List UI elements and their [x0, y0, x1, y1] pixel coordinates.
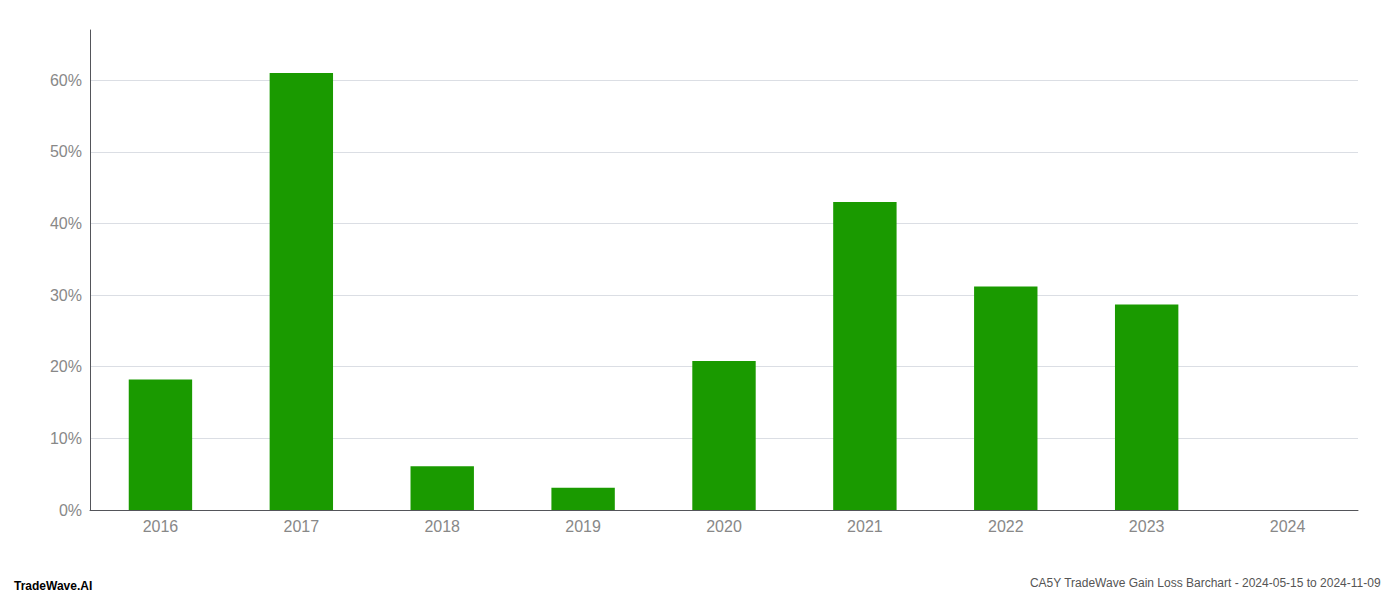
svg-text:2016: 2016 [143, 518, 179, 535]
svg-text:2020: 2020 [706, 518, 742, 535]
svg-text:2022: 2022 [988, 518, 1024, 535]
svg-text:20%: 20% [50, 358, 82, 375]
svg-text:2018: 2018 [424, 518, 460, 535]
svg-text:TradeWave.AI: TradeWave.AI [14, 579, 92, 593]
svg-text:0%: 0% [59, 502, 82, 519]
svg-text:10%: 10% [50, 430, 82, 447]
svg-text:40%: 40% [50, 215, 82, 232]
svg-text:2021: 2021 [847, 518, 883, 535]
svg-text:30%: 30% [50, 287, 82, 304]
svg-text:CA5Y TradeWave Gain Loss Barch: CA5Y TradeWave Gain Loss Barchart - 2024… [1030, 576, 1381, 590]
svg-text:2023: 2023 [1129, 518, 1165, 535]
svg-text:50%: 50% [50, 143, 82, 160]
svg-text:2017: 2017 [284, 518, 320, 535]
svg-text:2019: 2019 [565, 518, 601, 535]
svg-text:2024: 2024 [1270, 518, 1306, 535]
svg-text:60%: 60% [50, 72, 82, 89]
